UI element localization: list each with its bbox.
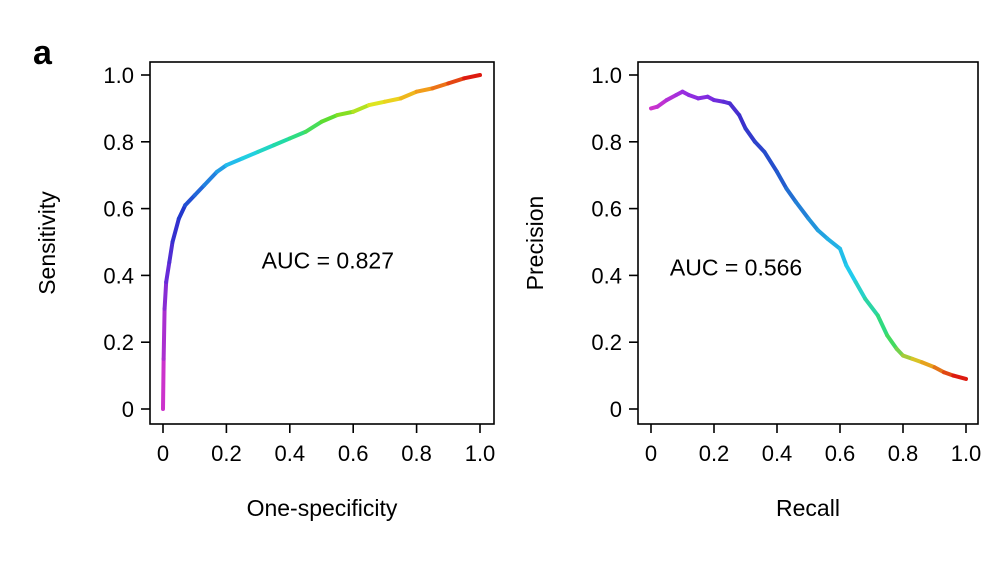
roc-x-tick-label: 0.2 [211, 441, 242, 466]
pr-chart: 0 0.2 0.4 0.6 0.8 1.0 0 0.2 0.4 0.6 0.8 1.0 Recall Pr… [522, 61, 982, 521]
roc-plot-frame [149, 61, 495, 425]
pr-y-tick-label: 1.0 [591, 63, 622, 88]
pr-curve-segment [727, 101, 742, 118]
roc-curve-segment [335, 109, 356, 118]
pr-curve-segment [793, 199, 811, 221]
roc-x-tick-label: 0.8 [401, 441, 432, 466]
roc-curve-segment [398, 89, 419, 101]
roc-y-tick-label: 0.2 [103, 330, 134, 355]
roc-curve-segment [414, 86, 435, 94]
roc-x-axis-title: One-specificity [247, 495, 398, 521]
roc-curve-segment [183, 193, 197, 208]
pr-curve-segment [815, 228, 830, 241]
roc-curve-segment [319, 113, 340, 124]
pr-curve-segment [853, 280, 868, 301]
pr-x-tick-label: 0.8 [888, 441, 919, 466]
pr-y-axis-title: Precision [522, 196, 548, 291]
roc-curve-segment [287, 129, 308, 141]
roc-auc-annotation: AUC = 0.827 [262, 248, 394, 274]
roc-y-tick-label: 1.0 [103, 63, 134, 88]
pr-curve-segment [838, 246, 849, 268]
roc-curve-segment [303, 119, 324, 134]
roc-curve-segment [382, 96, 403, 104]
pr-curve-segment [743, 126, 757, 144]
roc-curve-segment [161, 306, 167, 361]
pr-y-tick-label: 0 [610, 397, 622, 422]
roc-curve-segment [167, 240, 175, 265]
pr-plot-frame [637, 61, 979, 425]
roc-curve-segment [256, 143, 276, 154]
pr-x-axis-title: Recall [776, 495, 840, 521]
roc-curve-segment [367, 99, 387, 108]
roc-curve-segment [271, 136, 292, 148]
roc-curve-segment [240, 149, 261, 161]
pr-curve-segment [825, 236, 842, 251]
pr-curve-segment [784, 186, 798, 204]
roc-x-tick-label: 0 [157, 441, 169, 466]
panel-letter: a [33, 34, 53, 72]
pr-curve-segment [844, 263, 858, 285]
roc-y-tick-label: 0.6 [103, 197, 134, 222]
pr-curve-segment [885, 333, 899, 351]
roc-curve-segment [192, 183, 207, 198]
pr-curve-segment [737, 113, 748, 131]
pr-x-tick-label: 0.6 [825, 441, 856, 466]
roc-chart: 0 0.2 0.4 0.6 0.8 1.0 0 0.2 0.4 0.6 0.8 1.0 One-spec… [34, 61, 496, 521]
pr-y-tick-label: 0.4 [591, 263, 622, 288]
roc-x-tick-label: 0.6 [338, 441, 369, 466]
pr-curve-segment [951, 373, 968, 381]
roc-x-tick-label: 1.0 [465, 441, 496, 466]
pr-curve-segment [762, 149, 779, 174]
roc-curve-segment [176, 203, 188, 221]
roc-y-tick-label: 0 [122, 397, 134, 422]
roc-y-tick-label: 0.4 [103, 263, 134, 288]
roc-curve-segment [351, 103, 372, 114]
pr-curve-segment [863, 296, 880, 318]
roc-curve-segment [161, 356, 166, 411]
roc-y-axis-title: Sensitivity [34, 191, 60, 295]
roc-curve [161, 73, 482, 411]
roc-curve-segment [446, 76, 467, 86]
pr-auc-annotation: AUC = 0.566 [670, 254, 802, 280]
roc-curve-segment [462, 73, 482, 81]
pr-curve-segment [919, 360, 937, 370]
pr-y-tick-label: 0.8 [591, 130, 622, 155]
roc-y-tick-label: 0.8 [103, 130, 134, 155]
pr-curve-segment [752, 139, 767, 154]
pr-y-tick-label: 0.2 [591, 330, 622, 355]
roc-curve-segment [202, 169, 219, 188]
pr-curve-segment [875, 313, 890, 338]
roc-curve-segment [164, 260, 172, 285]
roc-curve-segment [430, 81, 451, 91]
pr-curve-segment [775, 169, 789, 191]
pr-curve [649, 89, 968, 381]
pr-x-tick-label: 0.2 [699, 441, 730, 466]
pr-x-tick-label: 0.4 [762, 441, 793, 466]
pr-y-tick-label: 0.6 [591, 197, 622, 222]
pr-x-tick-label: 1.0 [951, 441, 982, 466]
pr-curve-segment [806, 216, 820, 233]
roc-curve-segment [162, 280, 169, 311]
pr-x-tick-label: 0 [645, 441, 657, 466]
roc-x-tick-label: 0.4 [275, 441, 306, 466]
roc-curve-segment [224, 156, 245, 168]
roc-curve-segment [170, 216, 181, 244]
